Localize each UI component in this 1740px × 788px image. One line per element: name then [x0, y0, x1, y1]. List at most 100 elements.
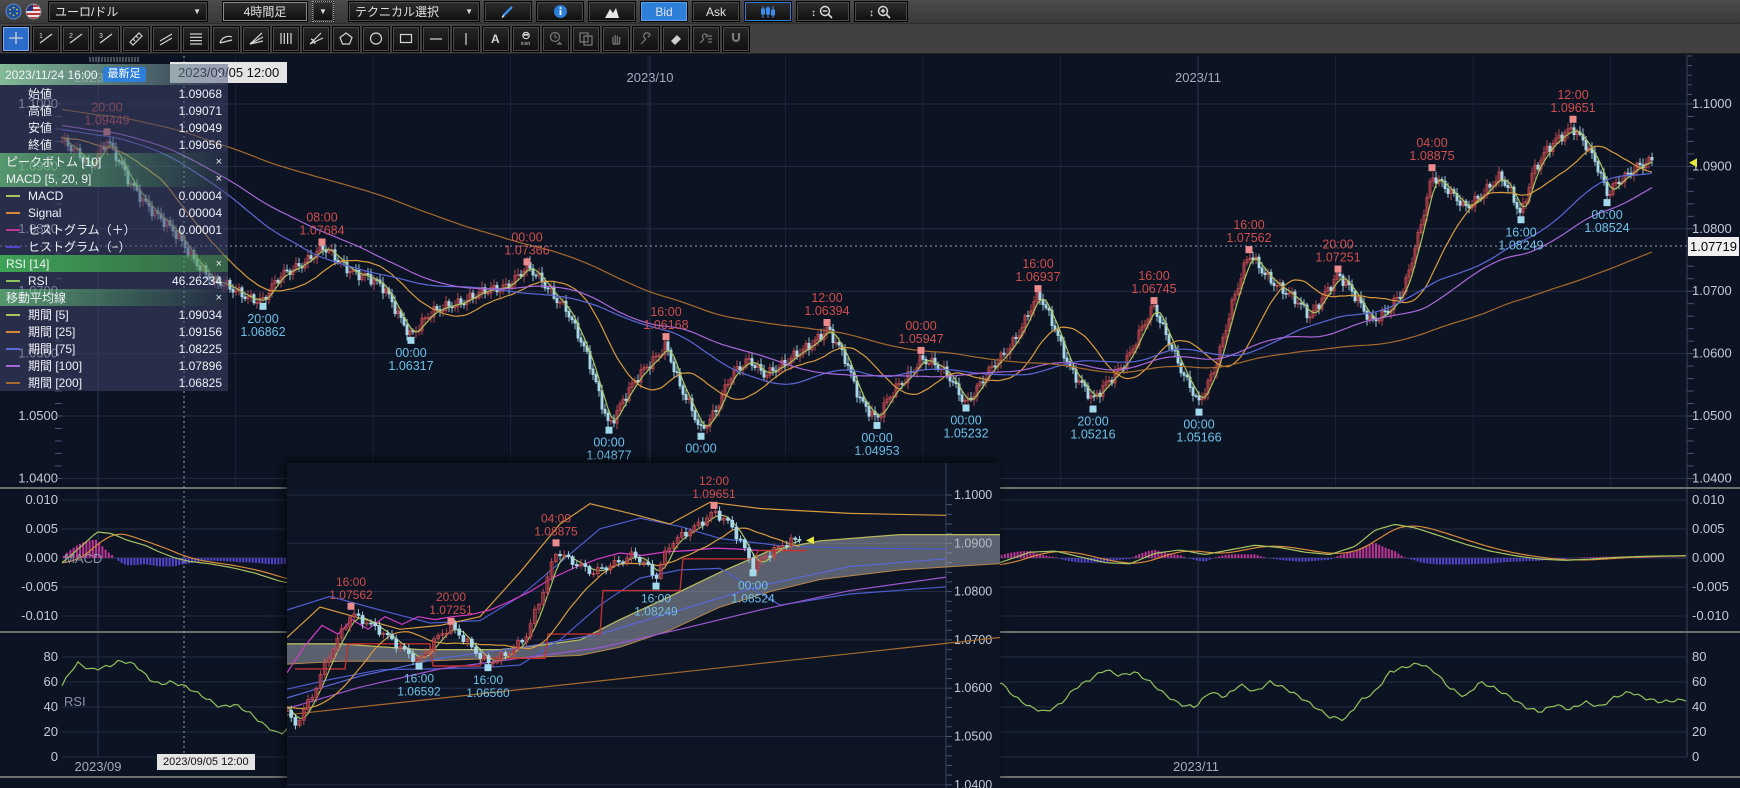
- svg-text:20:00: 20:00: [436, 590, 466, 604]
- svg-text:1.05947: 1.05947: [898, 332, 943, 346]
- svg-text:1.07366: 1.07366: [504, 243, 549, 257]
- tool-wrench-button[interactable]: [632, 25, 660, 52]
- tool-icon-stamp-button[interactable]: icon: [512, 25, 540, 52]
- svg-text:2023/11: 2023/11: [1175, 70, 1221, 85]
- section-title: 移動平均線: [6, 291, 67, 305]
- timeframe-dropdown-button[interactable]: ▼: [312, 1, 334, 22]
- svg-text:16:00: 16:00: [1022, 257, 1053, 271]
- vertical-lines-icon: [280, 33, 292, 44]
- candle-chart-button[interactable]: [744, 1, 792, 22]
- panel-section-header: 移動平均線 ×: [0, 289, 228, 306]
- eraser-icon: [671, 35, 681, 45]
- tool-trendline-2-button[interactable]: 2: [62, 25, 90, 52]
- tool-history-button[interactable]: [542, 25, 570, 52]
- indicator-info-panel: 2023/11/24 16:00 最新足 × 始値 1.09068 高値 1.09071 安値…: [0, 64, 228, 391]
- pencil-icon: [501, 6, 513, 19]
- tool-eraser-button[interactable]: [662, 25, 690, 52]
- panel-row: 安値 1.09049: [0, 119, 228, 136]
- text-icon: A: [491, 32, 500, 46]
- svg-text:16:00: 16:00: [1505, 225, 1536, 239]
- indicator-label: 期間 [5]: [28, 308, 69, 322]
- indicator-label: ヒストグラム（＋）: [28, 223, 136, 237]
- close-icon[interactable]: ×: [216, 68, 223, 81]
- svg-text:1.08249: 1.08249: [1498, 238, 1543, 252]
- tool-crosshair-button[interactable]: [2, 25, 30, 52]
- us-flag-icon: [25, 3, 42, 20]
- svg-text:0.010: 0.010: [25, 492, 58, 507]
- zoom-out-button[interactable]: ↕: [796, 1, 850, 22]
- indicator-label: 期間 [75]: [28, 342, 76, 356]
- latest-bar-badge: 最新足: [102, 67, 146, 82]
- tool-gauge-arc-button[interactable]: [212, 25, 240, 52]
- tool-ray-fan-button[interactable]: [302, 25, 330, 52]
- horizontal-lines-icon: [190, 33, 202, 45]
- color-swatch: [6, 330, 20, 333]
- zoom-in-button[interactable]: ↕: [854, 1, 908, 22]
- close-icon[interactable]: ×: [215, 291, 222, 304]
- eu-flag-icon: [5, 3, 22, 20]
- tool-copy-button[interactable]: [572, 25, 600, 52]
- pair-label: ユーロ/ドル: [55, 5, 119, 19]
- tool-horizontal-lines-button[interactable]: [182, 25, 210, 52]
- tool-vertical-lines-button[interactable]: [272, 25, 300, 52]
- ohlc-label: 安値: [28, 121, 53, 135]
- svg-text:1.07562: 1.07562: [1226, 231, 1271, 245]
- tool-trendline-3-button[interactable]: 3: [92, 25, 120, 52]
- history-icon: [549, 31, 563, 45]
- svg-text:1.05216: 1.05216: [1070, 428, 1115, 442]
- ask-button[interactable]: Ask: [692, 1, 740, 22]
- svg-text:1.08524: 1.08524: [731, 591, 775, 605]
- chevron-down-icon: ▼: [193, 6, 201, 16]
- tool-parallel-lines-button[interactable]: [152, 25, 180, 52]
- indicator-label: Signal: [28, 205, 62, 220]
- magnet-icon: [731, 33, 741, 43]
- tool-settings-button[interactable]: [692, 25, 720, 52]
- svg-text:1.08875: 1.08875: [534, 524, 578, 538]
- ask-label: Ask: [705, 4, 726, 19]
- svg-text:16:00: 16:00: [336, 575, 366, 589]
- chart-style-button[interactable]: [588, 1, 636, 22]
- info-icon: [553, 5, 567, 18]
- overlay-chart-canvas[interactable]: 1.10001.09001.08001.07001.06001.05001.04…: [287, 463, 1000, 788]
- close-icon[interactable]: ×: [215, 155, 222, 168]
- svg-text:16:00: 16:00: [1233, 218, 1264, 232]
- svg-text:0: 0: [1692, 749, 1699, 764]
- close-icon[interactable]: ×: [215, 257, 222, 270]
- svg-text:16:00: 16:00: [404, 672, 434, 686]
- draw-button[interactable]: [484, 1, 532, 22]
- tool-hand-button[interactable]: [602, 25, 630, 52]
- tool-trendline-1-button[interactable]: 1: [32, 25, 60, 52]
- pair-select[interactable]: ユーロ/ドル ▼: [48, 1, 208, 22]
- close-icon[interactable]: ×: [215, 172, 222, 185]
- ohlc-label: 終値: [28, 138, 53, 152]
- tool-rectangle-button[interactable]: [392, 25, 420, 52]
- tool-magnet-button[interactable]: [722, 25, 750, 52]
- svg-text:1.1000: 1.1000: [1692, 96, 1732, 111]
- tool-vertical-line-button[interactable]: [452, 25, 480, 52]
- svg-text:1.1000: 1.1000: [954, 488, 992, 502]
- svg-text:1.06862: 1.06862: [240, 325, 285, 339]
- ray-fan-icon: [309, 32, 324, 45]
- technical-select[interactable]: テクニカル選択 ▼: [348, 1, 480, 22]
- panel-row: ヒストグラム（−）: [0, 238, 228, 255]
- candles-icon: [761, 5, 775, 18]
- svg-text:A: A: [491, 32, 500, 46]
- tool-fan-lines-button[interactable]: [242, 25, 270, 52]
- tool-ellipse-button[interactable]: [362, 25, 390, 52]
- tool-text-button[interactable]: A: [482, 25, 510, 52]
- tool-pentagon-button[interactable]: [332, 25, 360, 52]
- settings-icon: [699, 33, 712, 44]
- tool-horizontal-line-button[interactable]: [422, 25, 450, 52]
- timeframe-display[interactable]: 4時間足: [222, 1, 308, 22]
- pentagon-icon: [339, 32, 353, 45]
- technical-label: テクニカル選択: [355, 5, 440, 19]
- overlay-chart-window[interactable]: 1.10001.09001.08001.07001.06001.05001.04…: [287, 463, 1000, 788]
- color-swatch: [6, 228, 20, 231]
- tool-ruler-button[interactable]: [122, 25, 150, 52]
- svg-text:1.06745: 1.06745: [1131, 282, 1176, 296]
- info-button[interactable]: [536, 1, 584, 22]
- indicator-label: 期間 [25]: [28, 325, 76, 339]
- crosshair-price-tag: 1.07719: [1688, 237, 1739, 256]
- bid-button[interactable]: Bid: [640, 1, 688, 22]
- panel-row: MACD 0.00004: [0, 187, 228, 204]
